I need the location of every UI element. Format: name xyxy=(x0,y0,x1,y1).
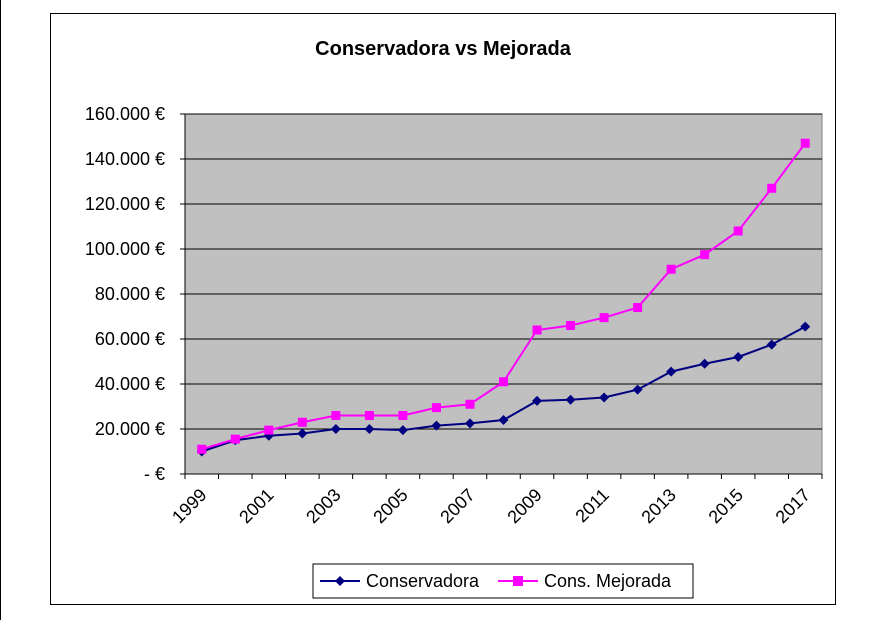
x-tick-label: 2007 xyxy=(436,485,478,527)
point-Conservadora xyxy=(800,321,811,332)
window-left-edge xyxy=(0,0,1,620)
point-Conservadora xyxy=(397,425,408,436)
point-Conservadora xyxy=(498,415,509,425)
point-Cons. Mejorada xyxy=(599,313,609,323)
point-Conservadora xyxy=(599,392,610,403)
point-Conservadora xyxy=(464,418,475,429)
grid-lines xyxy=(185,113,822,430)
series-layer xyxy=(196,138,811,457)
point-Conservadora xyxy=(565,394,576,405)
x-tick-label: 1999 xyxy=(168,485,210,527)
chart-title: Conservadora vs Mejorada xyxy=(315,38,572,60)
point-Cons. Mejorada xyxy=(800,138,810,148)
legend-label-conservadora: Conservadora xyxy=(366,571,480,591)
point-Cons. Mejorada xyxy=(197,444,207,454)
x-tick-label: 2001 xyxy=(235,485,277,527)
point-Conservadora xyxy=(364,424,375,434)
point-Cons. Mejorada xyxy=(230,434,240,444)
point-Cons. Mejorada xyxy=(532,325,542,335)
x-tick-label: 2011 xyxy=(571,485,613,527)
point-Conservadora xyxy=(733,352,744,362)
y-tick-label: 80.000 € xyxy=(95,284,165,304)
point-Cons. Mejorada xyxy=(398,411,408,420)
x-tick-label: 2017 xyxy=(772,485,814,527)
point-Cons. Mejorada xyxy=(499,377,508,387)
point-Cons. Mejorada xyxy=(700,250,710,260)
point-Conservadora xyxy=(699,358,710,369)
y-tick-label: 100.000 € xyxy=(85,239,165,259)
legend-marker-mejorada xyxy=(513,576,523,586)
point-Conservadora xyxy=(632,384,643,395)
x-tick-label: 2009 xyxy=(503,485,545,527)
x-tick-label: 2015 xyxy=(705,485,747,527)
point-Cons. Mejorada xyxy=(767,183,777,193)
point-Cons. Mejorada xyxy=(465,399,475,409)
point-Cons. Mejorada xyxy=(431,403,441,413)
y-tick-label: - € xyxy=(144,464,165,484)
point-Cons. Mejorada xyxy=(733,226,743,236)
point-Cons. Mejorada xyxy=(297,417,307,427)
point-Cons. Mejorada xyxy=(633,303,643,312)
legend-label-mejorada: Cons. Mejorada xyxy=(544,571,672,591)
y-tick-label: 40.000 € xyxy=(95,374,165,394)
point-Conservadora xyxy=(666,366,677,377)
point-Conservadora xyxy=(297,428,308,439)
point-Cons. Mejorada xyxy=(364,411,374,420)
point-Conservadora xyxy=(431,420,442,431)
y-tick-label: 120.000 € xyxy=(85,194,165,214)
point-Cons. Mejorada xyxy=(666,264,676,274)
y-tick-label: 140.000 € xyxy=(85,149,165,169)
x-tick-label: 2005 xyxy=(369,485,411,527)
point-Conservadora xyxy=(330,424,341,434)
legend: Conservadora Cons. Mejorada xyxy=(312,563,694,599)
y-tick-label: 160.000 € xyxy=(85,104,165,124)
point-Conservadora xyxy=(766,339,777,350)
y-tick-label: 60.000 € xyxy=(95,329,165,349)
point-Cons. Mejorada xyxy=(264,425,274,435)
y-tick-label: 20.000 € xyxy=(95,419,165,439)
legend-marker-conservadora xyxy=(335,576,345,586)
point-Cons. Mejorada xyxy=(566,321,576,330)
x-tick-label: 2003 xyxy=(302,485,344,527)
x-tick-label: 2013 xyxy=(638,485,680,527)
point-Cons. Mejorada xyxy=(331,411,341,420)
point-Conservadora xyxy=(532,395,543,406)
